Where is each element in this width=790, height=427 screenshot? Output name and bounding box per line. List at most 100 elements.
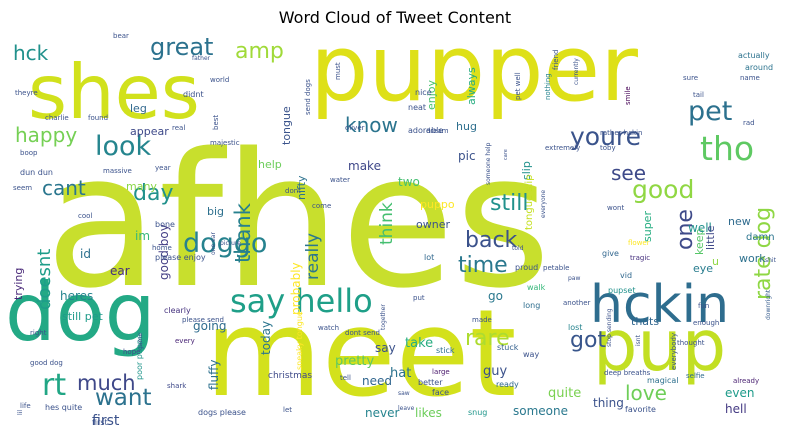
- word-cant: cant: [42, 176, 86, 200]
- word-another: another: [563, 299, 590, 307]
- word-real: real: [172, 124, 185, 132]
- word-friend: friend: [552, 50, 560, 70]
- word-smile: smile: [624, 86, 632, 105]
- word-one: one: [673, 209, 698, 250]
- word-vid: vid: [620, 271, 632, 280]
- word-deep-breaths: deep breaths: [604, 369, 651, 377]
- word-well: well: [688, 221, 712, 235]
- word-life: life: [20, 402, 31, 410]
- word-sure: sure: [683, 74, 698, 82]
- word-right: right: [30, 329, 47, 337]
- word-pupset: pupset: [608, 286, 635, 295]
- word-doesnt: doesnt: [34, 249, 55, 310]
- word-care: care: [503, 149, 509, 160]
- word-u: u: [712, 255, 719, 268]
- word-nothing: nothing: [544, 73, 552, 100]
- word-enough: enough: [693, 319, 719, 327]
- word-guy: guy: [483, 364, 507, 379]
- word-dont: dont: [285, 187, 301, 195]
- word-hck: hck: [13, 41, 49, 65]
- word-keep: keep: [693, 228, 706, 255]
- word-always: always: [465, 67, 478, 105]
- word-thank: thank: [231, 202, 255, 263]
- word-leave: leave: [398, 405, 415, 412]
- word-amp: amp: [235, 39, 284, 64]
- word-let: let: [283, 406, 292, 414]
- word-doggo: doggo: [183, 228, 267, 259]
- word-im: im: [135, 229, 150, 243]
- word-tongue: tongue: [280, 106, 293, 145]
- word-never: never: [365, 406, 399, 420]
- word-slip: slip: [520, 161, 533, 180]
- word-year: year: [155, 164, 171, 172]
- word-found: found: [88, 114, 108, 122]
- word-theyre: theyre: [15, 89, 38, 97]
- word-super: super: [641, 211, 654, 242]
- word-everybody: everybody: [670, 333, 678, 370]
- word-trying: trying: [12, 268, 25, 300]
- word-stuck: stuck: [497, 343, 519, 352]
- word-shark: shark: [167, 382, 187, 390]
- word-good-boy: good boy: [157, 224, 171, 280]
- word-dogs-please: dogs please: [198, 408, 246, 417]
- word-see: see: [611, 161, 646, 185]
- word-pic: pic: [458, 149, 476, 163]
- word-face: face: [432, 388, 449, 397]
- word-neat: neat: [408, 103, 426, 112]
- word-come: come: [312, 202, 331, 210]
- word-make: make: [348, 159, 381, 173]
- word-go: go: [488, 289, 503, 303]
- word-everyone: everyone: [540, 190, 547, 218]
- word-seem: seem: [13, 184, 32, 192]
- word-long: long: [523, 301, 540, 310]
- word-little: little: [704, 225, 717, 250]
- word-pretty: pretty: [335, 354, 375, 369]
- word-nifty: nifty: [295, 175, 308, 200]
- word-got: got: [570, 328, 606, 353]
- word-told: told: [512, 245, 524, 252]
- word-sneaky-tongue: sneaky tongue: [295, 311, 304, 370]
- word-stop-sending: stop sending: [606, 308, 613, 347]
- word-know: know: [345, 113, 398, 137]
- word-big: big: [207, 205, 224, 218]
- word-lil: lil: [17, 410, 24, 415]
- word-actually: actually: [738, 51, 770, 60]
- word-massive: massive: [103, 167, 132, 175]
- word-please-send: please send: [182, 316, 224, 324]
- word-boop: boop: [20, 149, 38, 157]
- word-happy: happy: [15, 123, 77, 147]
- word-tho: tho: [700, 129, 754, 168]
- word-eye: eye: [693, 262, 713, 275]
- word-first: first: [92, 418, 108, 427]
- word-quite: quite: [548, 386, 581, 401]
- word-walk: walk: [527, 283, 546, 292]
- word-heres: heres: [60, 289, 93, 303]
- word-saw: saw: [398, 390, 410, 397]
- word-dun-dun: dun dun: [20, 168, 53, 177]
- word-poor-pupper: poor pupper: [135, 330, 144, 380]
- word-love: love: [625, 381, 667, 405]
- word-fun: fun: [698, 302, 709, 310]
- word-favorite: favorite: [625, 405, 656, 414]
- word-ear: ear: [110, 264, 130, 278]
- word-already: already: [733, 377, 759, 385]
- word-world: world: [210, 76, 229, 84]
- word-best: best: [212, 115, 220, 130]
- word-afhes: afhes: [45, 113, 551, 329]
- word-oliver: oliver: [345, 124, 365, 132]
- word-id: id: [80, 247, 91, 261]
- word-toby: toby: [600, 144, 616, 152]
- word-paw: paw: [568, 275, 580, 282]
- word-picture: picture: [220, 240, 241, 247]
- word-leg: leg: [130, 102, 147, 115]
- word-thats: thats: [631, 315, 659, 328]
- word-say: say: [375, 341, 396, 355]
- word-please-enjoy: please enjoy: [155, 253, 206, 262]
- word-ready: ready: [496, 380, 519, 389]
- word-together: together: [380, 304, 387, 330]
- word-someone-help: someone help: [485, 142, 492, 185]
- word-dont-send: dont send: [345, 329, 380, 337]
- word-likes: likes: [415, 406, 442, 420]
- word-rate-dog: rate dog: [751, 207, 776, 300]
- word-work: work: [739, 252, 766, 265]
